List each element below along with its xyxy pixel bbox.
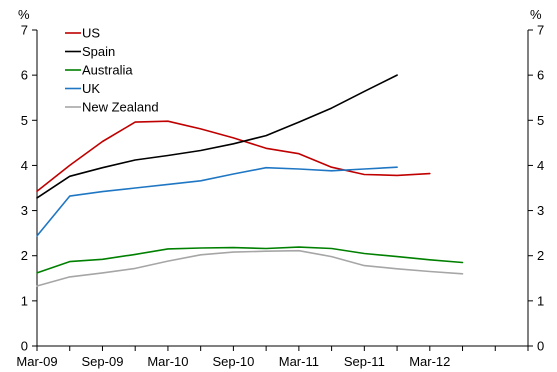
- left-y-tick-label: 0: [21, 339, 28, 354]
- axes: % %: [18, 7, 542, 347]
- right-y-unit-label: %: [530, 7, 542, 22]
- x-tick-label: Sep-11: [344, 354, 385, 369]
- legend-label-new-zealand: New Zealand: [82, 100, 159, 115]
- series-lines: [36, 74, 464, 287]
- left-y-tick-label: 3: [21, 203, 28, 218]
- x-tick-label: Mar-12: [409, 354, 450, 369]
- series-line-new-zealand: [36, 249, 464, 287]
- left-y-tick-label: 2: [21, 248, 28, 263]
- x-tick-label: Sep-10: [212, 354, 254, 369]
- right-y-tick-label: 7: [537, 23, 544, 38]
- x-tick-label: Mar-11: [279, 354, 319, 369]
- right-y-tick-label: 3: [537, 203, 544, 218]
- x-tick-label: Sep-09: [82, 354, 124, 369]
- left-y-tick-label: 4: [21, 158, 28, 173]
- right-y-tick-label: 4: [537, 158, 544, 173]
- series-line-uk: [36, 166, 398, 237]
- series-line-us: [36, 120, 431, 192]
- left-y-tick-label: 5: [21, 113, 28, 128]
- legend-label-us: US: [82, 26, 100, 41]
- legend-label-uk: UK: [82, 81, 100, 96]
- x-tick-label: Mar-10: [147, 354, 188, 369]
- left-y-tick-label: 6: [21, 68, 28, 83]
- right-y-tick-label: 1: [537, 293, 544, 308]
- left-y-unit-label: %: [18, 7, 30, 22]
- right-y-tick-label: 5: [537, 113, 544, 128]
- legend: US Spain Australia UK New Zealand: [65, 26, 159, 115]
- left-y-tick-label: 1: [21, 293, 28, 308]
- right-y-tick-label: 0: [537, 339, 544, 354]
- series-line-australia: [36, 246, 464, 274]
- left-y-tick-label: 7: [21, 23, 28, 38]
- series-line-spain: [36, 74, 398, 199]
- right-y-tick-label: 6: [537, 68, 544, 83]
- x-tick-label: Mar-09: [16, 354, 57, 369]
- legend-label-spain: Spain: [82, 44, 115, 59]
- right-y-tick-label: 2: [537, 248, 544, 263]
- ticks: 0 0 1 1 2 2 3 3 4 4 5 5 6 6 7 7 Mar-09 Sep-09 Mar-10 Sep-10…: [16, 23, 544, 370]
- legend-label-australia: Australia: [82, 63, 133, 78]
